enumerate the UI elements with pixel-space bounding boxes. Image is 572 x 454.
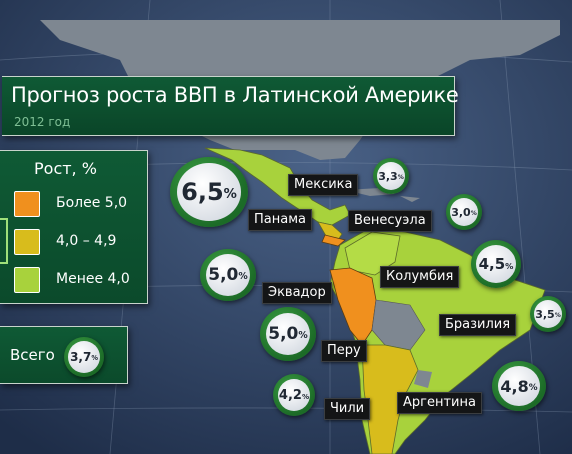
map-subtitle: 2012 год [14,115,71,129]
title-panel: Прогноз роста ВВП в Латинской Америке 20… [2,76,459,136]
peru-value-bubble: 5,0% [260,307,316,361]
chile-label: Чили [324,398,371,420]
argentina-label: Аргентина [397,392,482,414]
total-unit: % [91,354,98,363]
mexico-unit: % [397,173,404,181]
peru-label: Перу [321,340,367,362]
legend-item-high: Более 5,0 [14,191,144,217]
venezuela-value-bubble: 3,0% [446,194,482,230]
venezuela-unit: % [470,209,477,217]
mexico-value-bubble: 3,3% [373,158,409,194]
brazil-value-bubble: 3,5% [530,296,566,332]
mexico-label: Мексика [288,174,359,196]
legend-swatch-high [14,191,40,217]
brazil-label: Бразилия [439,314,517,336]
panama-unit: % [223,187,237,203]
panama-value: 6,5 [181,178,224,206]
argentina-value-bubble: 4,8% [492,361,546,411]
legend-title: Рост, % [34,159,97,178]
brazil-value: 3,5 [535,307,555,321]
legend-item-mid: 4,0 – 4,9 [14,229,144,255]
panama-region [321,234,346,247]
argentina-unit: % [528,382,538,393]
legend-swatch-low [14,267,40,293]
legend-label-mid: 4,0 – 4,9 [56,233,117,249]
total-value-bubble: 3,7% [64,337,104,377]
chile-value-bubble: 4,2% [273,374,315,416]
central-america-region [317,221,343,241]
legend-panel: Рост, % Более 5,0 4,0 – 4,9 Менее 4,0 [0,150,148,304]
venezuela-label: Венесуэла [348,210,432,232]
brazil-unit: % [554,311,561,319]
colombia-value: 4,5 [478,255,506,273]
chile-unit: % [301,391,310,401]
map-title: Прогноз роста ВВП в Латинской Америке [11,83,459,107]
legend-selection-marker [0,218,8,264]
colombia-unit: % [505,260,514,271]
colombia-label: Колумбия [380,266,460,288]
panama-label: Панама [248,209,312,231]
total-value: 3,7 [70,350,92,364]
ecuador-value: 5,0 [208,265,239,285]
mexico-value: 3,3 [378,169,398,183]
ecuador-unit: % [238,271,248,283]
legend-swatch-mid [14,229,40,255]
chile-value: 4,2 [278,387,302,403]
ecuador-label: Эквадор [262,282,332,304]
ecuador-value-bubble: 5,0% [200,249,256,301]
total-label: Всего [10,346,55,364]
legend-label-high: Более 5,0 [56,195,128,211]
venezuela-value: 3,0 [451,205,471,219]
colombia-value-bubble: 4,5% [471,240,521,288]
legend-item-low: Менее 4,0 [14,267,144,293]
legend-label-low: Менее 4,0 [56,271,130,287]
panama-value-bubble: 6,5% [170,157,248,227]
peru-unit: % [298,330,308,342]
peru-value: 5,0 [268,324,299,344]
argentina-value: 4,8 [500,376,529,396]
